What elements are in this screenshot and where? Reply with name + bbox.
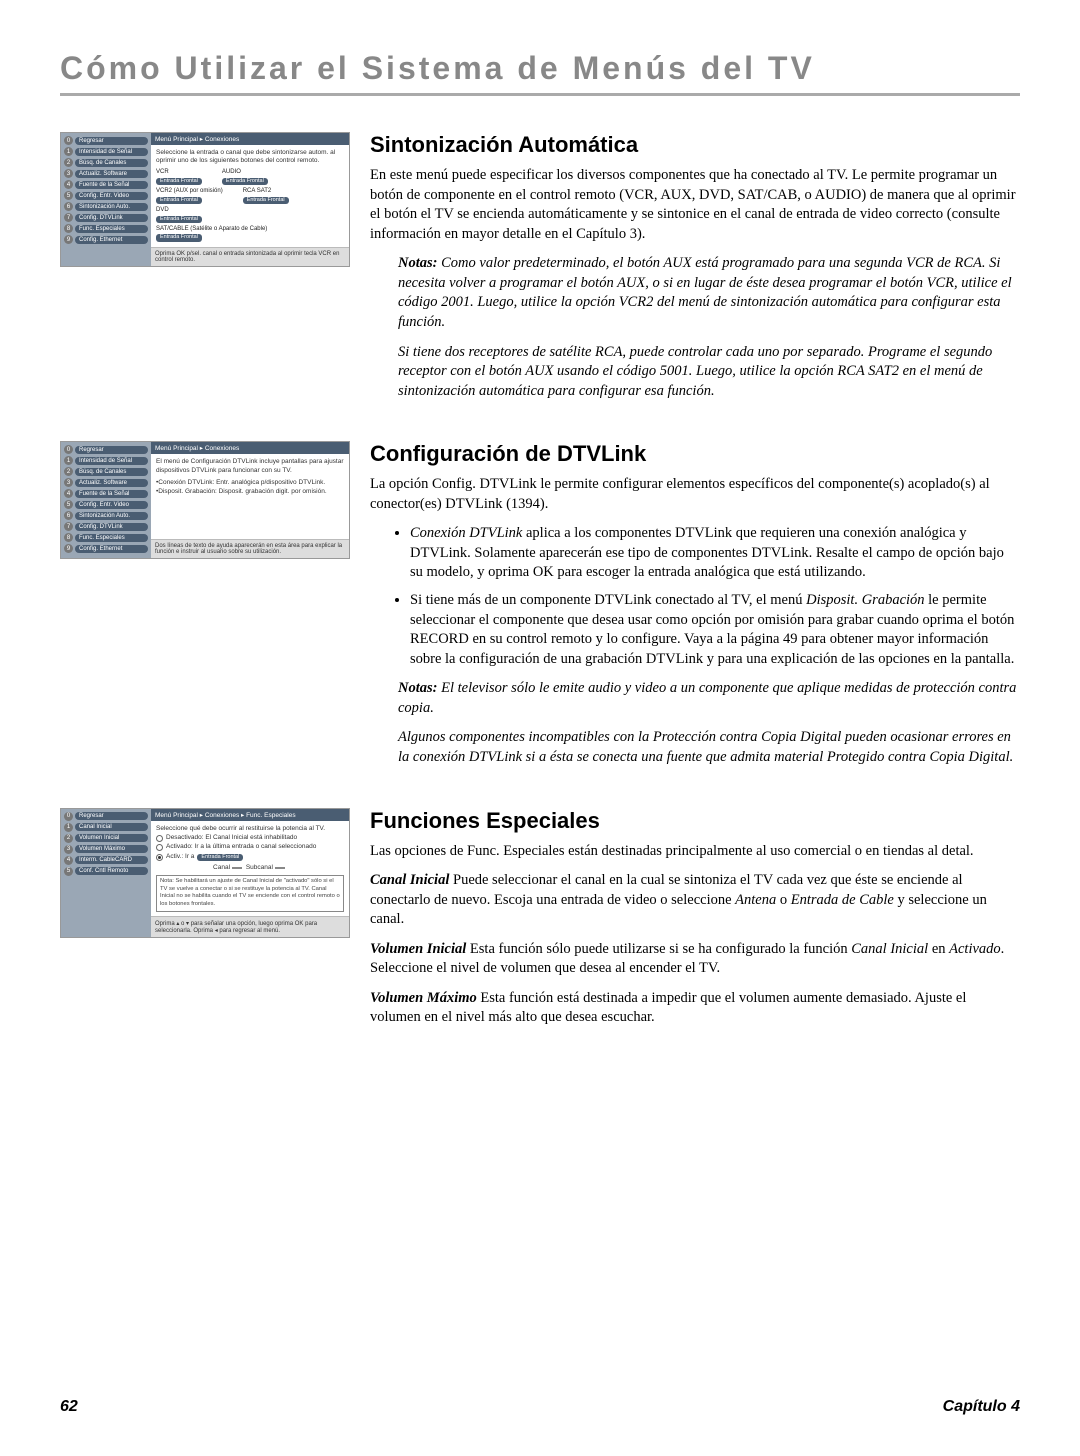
menu-item: Búsq. de Canales [75,159,148,167]
page-footer: 62 Capítulo 4 [60,1398,1020,1416]
paragraph: Volumen Inicial Esta función sólo puede … [370,940,1020,979]
section-dtvlink: 0Regresar 1Intensidad de Señal 2Búsq. de… [60,441,1020,777]
label: RCA SAT2 [243,188,289,196]
screenshot-breadcrumb: Menú Principal ▸ Conexiones ▸ Func. Espe… [151,809,349,821]
menu-item: Config. Entr. Video [75,192,148,200]
note: Notas: El televisor sólo le emite audio … [398,679,1020,718]
screenshot-breadcrumb: Menú Principal ▸ Conexiones [151,442,349,454]
label: AUDIO [222,169,268,177]
page-number: 62 [60,1398,78,1416]
screenshot-footer: Oprima OK p/sel. canal o entrada sintoni… [151,247,349,266]
screenshot-funciones: 0Regresar 1Canal Inicial 2Volumen Inicia… [60,808,350,938]
note-box: Nota: Se habilitará un ajuste de Canal I… [156,875,344,911]
section-funciones: 0Regresar 1Canal Inicial 2Volumen Inicia… [60,808,1020,1039]
menu-item: Regresar [75,446,148,454]
menu-item: Conf. Cntl Remoto [75,867,148,875]
label: SAT/CABLE (Satélite o Aparato de Cable) [156,226,344,234]
list-item: •Disposit. Grabación: Disposit. grabació… [156,488,344,496]
label: VCR [156,169,202,177]
menu-item: Intensidad de Señal [75,148,148,156]
screenshot-breadcrumb: Menú Principal ▸ Conexiones [151,133,349,145]
radio-label: Activado: Ir a la última entrada o canal… [166,843,316,851]
paragraph: Canal Inicial Puede seleccionar el canal… [370,871,1020,930]
chip: Entrada Frontal [243,197,289,204]
menu-item: Actualiz. Software [75,170,148,178]
menu-item: Config. DTVLink [75,523,148,531]
menu-item: Intensidad de Señal [75,457,148,465]
heading-dtvlink: Configuración de DTVLink [370,441,1020,467]
menu-item: Config. Entr. Video [75,501,148,509]
screenshot-dtvlink: 0Regresar 1Intensidad de Señal 2Búsq. de… [60,441,350,559]
menu-item: Volumen Inicial [75,834,148,842]
bullet: Conexión DTVLink aplica a los componente… [410,524,1020,583]
menu-item: Canal Inicial [75,823,148,831]
bullet: Si tiene más de un componente DTVLink co… [410,591,1020,669]
screenshot-sintonizacion: 0Regresar 1Intensidad de Señal 2Búsq. de… [60,132,350,267]
paragraph: Las opciones de Func. Especiales están d… [370,842,1020,862]
chip: Entrada Frontal [156,197,202,204]
paragraph: En este menú puede especificar los diver… [370,166,1020,244]
menu-item: Volumen Máximo [75,845,148,853]
menu-item: Fuente de la Señal [75,490,148,498]
list-item: •Conexión DTVLink: Entr. analógica p/dis… [156,479,344,487]
label: DVD [156,207,344,215]
note: Si tiene dos receptores de satélite RCA,… [398,343,1020,402]
menu-item: Actualiz. Software [75,479,148,487]
screenshot-desc: El menú de Configuración DTVLink incluye… [156,458,344,475]
screenshot-desc: Seleccione la entrada o canal que debe s… [156,149,344,166]
screenshot-footer: Oprima ▴ o ▾ para señalar una opción, lu… [151,916,349,937]
chip: Entrada Frontal [222,178,268,185]
section-sintonizacion: 0Regresar 1Intensidad de Señal 2Búsq. de… [60,132,1020,411]
chip: Entrada Frontal [156,234,202,241]
chip: Entrada Frontal [156,216,202,223]
paragraph: La opción Config. DTVLink le permite con… [370,475,1020,514]
menu-item: Func. Especiales [75,225,148,233]
heading-funciones: Funciones Especiales [370,808,1020,834]
menu-item: Config. Ethernet [75,545,148,553]
chip: Entrada Frontal [197,854,243,861]
page-title: Cómo Utilizar el Sistema de Menús del TV [60,50,1020,96]
menu-item: Func. Especiales [75,534,148,542]
note: Algunos componentes incompatibles con la… [398,728,1020,767]
menu-item: Fuente de la Señal [75,181,148,189]
radio-label: Desactivado: El Canal Inicial está inhab… [166,834,297,842]
menu-item: Interm. CableCARD [75,856,148,864]
screenshot-desc: Seleccione qué debe ocurrir al restituir… [156,825,344,833]
menu-item: Config. Ethernet [75,236,148,244]
paragraph: Volumen Máximo Esta función está destina… [370,989,1020,1028]
label: VCR2 (AUX por omisión) [156,188,223,196]
menu-item: Sintonización Auto. [75,512,148,520]
menu-item: Regresar [75,812,148,820]
menu-item: Búsq. de Canales [75,468,148,476]
screenshot-footer: Dos líneas de texto de ayuda aparecerán … [151,539,349,558]
chip: Entrada Frontal [156,178,202,185]
heading-sintonizacion: Sintonización Automática [370,132,1020,158]
menu-item: Regresar [75,137,148,145]
chapter-label: Capítulo 4 [943,1398,1020,1416]
menu-item: Sintonización Auto. [75,203,148,211]
menu-item: Config. DTVLink [75,214,148,222]
note: Notas: Como valor predeterminado, el bot… [398,254,1020,332]
label: Canal [213,864,230,871]
label: Subcanal [246,864,273,871]
radio-label: Activ.: Ir a [166,853,194,861]
